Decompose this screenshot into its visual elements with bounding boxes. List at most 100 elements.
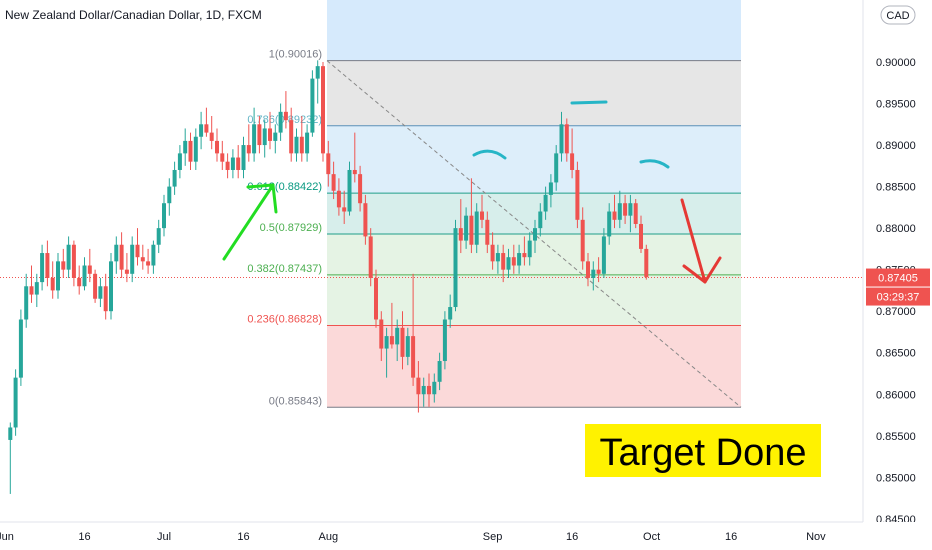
fib-label-05: 0.5(0.87929) [260, 222, 322, 234]
candle [421, 377, 426, 407]
candle [469, 178, 474, 254]
price-tick-label: 0.90000 [876, 57, 916, 69]
drawings [222, 100, 722, 284]
candle [522, 236, 527, 266]
candle [50, 261, 55, 299]
candle [140, 244, 145, 270]
candle [114, 236, 119, 274]
cyan-marker-right [639, 159, 670, 169]
candle [177, 145, 182, 179]
time-tick-label: 16 [78, 531, 90, 543]
candle [331, 161, 336, 200]
candle [405, 327, 410, 366]
candle [71, 240, 76, 287]
candle [246, 124, 251, 162]
candle [527, 232, 532, 266]
candle [533, 219, 537, 254]
candle [464, 207, 469, 249]
fib-band-above-1 [327, 0, 741, 61]
candle [453, 219, 458, 312]
candle [580, 207, 585, 270]
current-price-value: 0.87405 [878, 273, 918, 285]
price-tick-label: 0.88500 [876, 182, 916, 194]
candle [538, 203, 543, 237]
candle [495, 244, 500, 274]
time-tick-label: Jun [0, 531, 14, 543]
price-tick-label: 0.88000 [876, 223, 916, 235]
green-arrow-line [222, 183, 275, 261]
candle [628, 194, 633, 233]
candle [639, 215, 643, 254]
candle [193, 128, 198, 170]
candle [432, 373, 437, 403]
price-axis-ticks: 0.900000.895000.890000.885000.880000.875… [876, 57, 916, 526]
candle [183, 128, 188, 166]
candle [363, 194, 368, 245]
time-tick-label: 16 [566, 531, 578, 543]
price-tick-label: 0.86500 [876, 348, 916, 360]
candle [384, 327, 389, 378]
candle [411, 273, 416, 386]
time-tick-label: 16 [237, 531, 249, 543]
price-tick-label: 0.87000 [876, 306, 916, 318]
candle [352, 132, 357, 183]
candle [204, 107, 209, 137]
candle [18, 309, 23, 386]
currency-badge[interactable]: CAD [880, 5, 916, 25]
time-axis[interactable]: Jun 16 Jul 16 Aug Sep 16 Oct 16 Nov [0, 521, 932, 550]
candle [374, 269, 378, 328]
fib-band-0236-0 [327, 325, 741, 408]
time-tick-label: Sep [483, 531, 503, 543]
candle [368, 228, 373, 287]
price-tick-label: 0.89000 [876, 140, 916, 152]
candle [66, 236, 71, 278]
candle [56, 253, 60, 299]
candle [511, 244, 516, 274]
fib-label-0236: 0.236(0.86828) [247, 313, 322, 325]
candle [559, 111, 564, 162]
price-tick-label: 0.86000 [876, 389, 916, 401]
candle [458, 199, 463, 254]
candle [225, 153, 230, 179]
candle [87, 248, 92, 283]
fib-label-0382: 0.382(0.87437) [247, 263, 322, 275]
candle [215, 128, 219, 162]
candle [93, 269, 98, 303]
time-tick-label: Aug [319, 531, 339, 543]
candle [156, 219, 161, 254]
candle [8, 422, 13, 494]
cyan-marker-top [570, 100, 608, 105]
candle [591, 261, 596, 291]
candle [474, 203, 479, 254]
candle [77, 265, 82, 295]
candle [347, 161, 352, 216]
candle [485, 211, 490, 254]
candle [570, 128, 575, 179]
candle [262, 120, 267, 158]
candle [517, 244, 522, 274]
candle [283, 91, 288, 129]
candle [617, 190, 622, 229]
price-axis[interactable]: 0.900000.895000.890000.885000.880000.875… [862, 0, 932, 550]
candle [172, 161, 177, 195]
cyan-marker-left [472, 149, 507, 160]
candle [34, 273, 39, 308]
candle [607, 203, 612, 245]
candle [82, 257, 87, 291]
time-tick-label: 16 [725, 531, 737, 543]
time-axis-ticks: Jun 16 Jul 16 Aug Sep 16 Oct 16 Nov [0, 531, 826, 543]
candle [358, 165, 363, 212]
green-arrow-head [246, 183, 278, 214]
candle [40, 244, 45, 291]
candle [188, 132, 193, 170]
time-tick-label: Jul [157, 531, 171, 543]
candle [321, 62, 325, 162]
candle [623, 194, 628, 224]
candle [257, 115, 262, 154]
candle [45, 240, 50, 287]
candle [601, 228, 606, 278]
candle [326, 140, 331, 187]
candle [119, 232, 124, 278]
candle [273, 124, 278, 154]
